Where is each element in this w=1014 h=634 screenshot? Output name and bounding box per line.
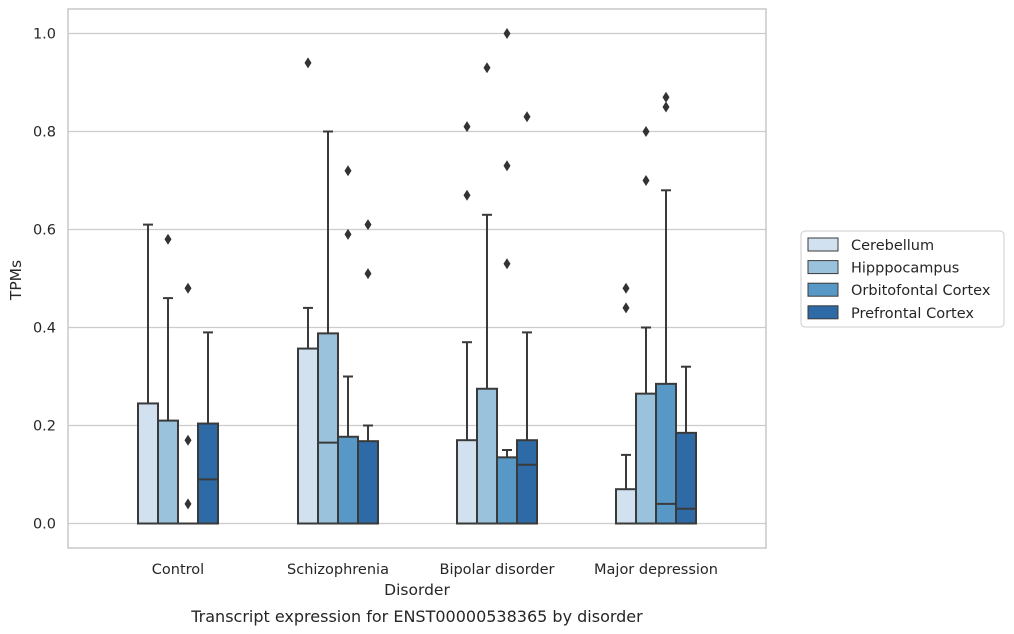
outlier-point bbox=[344, 165, 352, 177]
box-body bbox=[615, 488, 637, 525]
outlier-point bbox=[463, 121, 471, 133]
box-prefrontal-cortex bbox=[675, 365, 697, 525]
y-tick-label: 0.6 bbox=[33, 223, 56, 239]
box-hipppocampus bbox=[635, 126, 657, 525]
box-prefrontal-cortex bbox=[357, 219, 379, 525]
box-body bbox=[655, 382, 677, 525]
legend-swatch bbox=[807, 305, 839, 320]
box-body bbox=[496, 456, 518, 525]
outlier-point bbox=[184, 498, 192, 510]
outlier-point bbox=[463, 189, 471, 201]
outlier-point bbox=[184, 434, 192, 446]
box-hipppocampus bbox=[476, 62, 498, 525]
x-tick-label: Control bbox=[152, 562, 204, 578]
outlier-point bbox=[483, 62, 491, 74]
box-hipppocampus bbox=[157, 233, 179, 525]
legend-swatch bbox=[807, 282, 839, 297]
box-cerebellum bbox=[137, 223, 159, 525]
box-body bbox=[516, 439, 538, 525]
outlier-point bbox=[622, 302, 630, 314]
legend-label: Cerebellum bbox=[851, 238, 934, 254]
box-body bbox=[476, 387, 498, 525]
y-tick-label: 0.4 bbox=[33, 321, 56, 337]
outlier-point bbox=[184, 282, 192, 294]
y-tick-label: 1.0 bbox=[33, 27, 56, 43]
outlier-point bbox=[642, 126, 650, 137]
x-tick-label: Major depression bbox=[594, 562, 718, 578]
outlier-point bbox=[304, 57, 312, 69]
legend-label: Prefrontal Cortex bbox=[851, 306, 974, 322]
box-body bbox=[337, 435, 359, 525]
box-orbitofontal-cortex bbox=[496, 28, 518, 525]
box-orbitofontal-cortex bbox=[655, 91, 677, 525]
box-groups bbox=[137, 28, 697, 525]
legend: Cerebellum Hipppocampus Orbitofontal Corte… bbox=[800, 230, 1005, 328]
box-body bbox=[157, 419, 179, 525]
box-prefrontal-cortex bbox=[197, 331, 219, 525]
outlier-point bbox=[662, 91, 670, 103]
box-orbitofontal-cortex bbox=[337, 165, 359, 525]
y-tick-label: 0.0 bbox=[33, 517, 56, 533]
box-cerebellum bbox=[456, 121, 478, 525]
box-body bbox=[197, 422, 219, 525]
outlier-point bbox=[503, 258, 511, 270]
tick-labels: 0.0 0.2 0.4 0.6 0.8 1.0 Control Schizophrenia Bi… bbox=[33, 27, 718, 579]
box-body bbox=[137, 402, 159, 525]
legend-label: Orbitofontal Cortex bbox=[851, 283, 991, 299]
legend-label: Hipppocampus bbox=[851, 261, 959, 277]
box-body bbox=[456, 439, 478, 525]
x-tick-label: Bipolar disorder bbox=[440, 562, 555, 578]
box-body bbox=[317, 332, 339, 525]
y-axis-title: TPMs bbox=[7, 260, 25, 301]
outlier-point bbox=[503, 160, 511, 172]
legend-frame bbox=[800, 230, 1005, 328]
outlier-point bbox=[364, 268, 372, 280]
plot-frame bbox=[67, 8, 767, 549]
box-body bbox=[297, 347, 319, 525]
x-tick-label: Schizophrenia bbox=[287, 562, 389, 578]
y-tick-label: 0.8 bbox=[33, 125, 56, 141]
box-orbitofontal-cortex bbox=[177, 282, 199, 525]
x-axis-title: Disorder bbox=[384, 581, 450, 599]
y-tick-label: 0.2 bbox=[33, 419, 56, 435]
outlier-point bbox=[164, 233, 172, 245]
chart-caption: Transcript expression for ENST0000053836… bbox=[190, 607, 643, 626]
box-prefrontal-cortex bbox=[516, 111, 538, 525]
outlier-point bbox=[344, 228, 352, 240]
legend-items: Cerebellum Hipppocampus Orbitofontal Corte… bbox=[807, 237, 991, 322]
outlier-point bbox=[622, 282, 630, 294]
box-body bbox=[675, 431, 697, 525]
outlier-point bbox=[364, 219, 372, 231]
box-body bbox=[357, 440, 379, 525]
outlier-point bbox=[642, 175, 650, 186]
outlier-point bbox=[503, 28, 511, 39]
legend-swatch bbox=[807, 260, 839, 275]
legend-swatch bbox=[807, 237, 839, 252]
outlier-point bbox=[523, 111, 531, 123]
box-body bbox=[635, 392, 657, 525]
outlier-point bbox=[662, 101, 670, 113]
box-cerebellum bbox=[297, 57, 319, 525]
box-cerebellum bbox=[615, 282, 637, 525]
box-hipppocampus bbox=[317, 130, 339, 525]
